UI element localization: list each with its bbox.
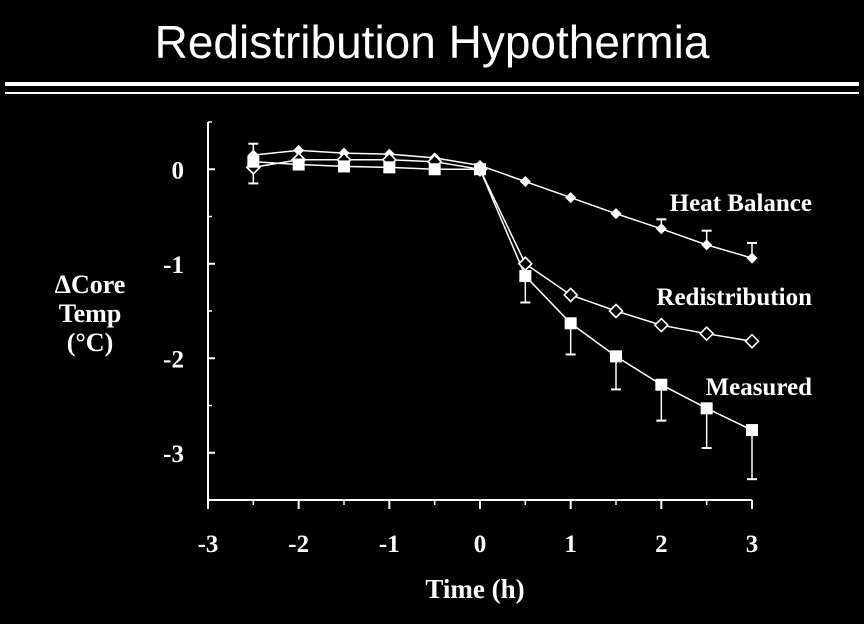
x-tick-label: 1: [564, 531, 577, 558]
heat-balance-point: [519, 176, 531, 188]
x-tick-label: 2: [655, 531, 668, 558]
measured-point: [292, 158, 305, 171]
heat-balance-point: [701, 239, 713, 251]
x-tick-label: -3: [198, 531, 219, 558]
y-axis-label-line: (°C): [67, 328, 114, 357]
heat-balance-point: [610, 208, 622, 220]
redistribution-point: [608, 303, 624, 319]
x-tick-label: 3: [746, 531, 759, 558]
y-axis-label-line: ΔCore: [55, 270, 126, 299]
x-tick-label: -2: [288, 531, 309, 558]
redistribution-line: [253, 159, 753, 342]
title-divider-thin: [5, 92, 859, 94]
heat-balance-line: [253, 149, 753, 259]
measured-point: [338, 160, 350, 173]
y-tick-label: -2: [163, 346, 184, 373]
chart-axes: [207, 121, 753, 509]
y-tick-label: -3: [163, 441, 184, 468]
y-axis-label-line: Temp: [59, 299, 122, 328]
y-tick-label: -1: [163, 252, 184, 279]
heat-balance-point: [746, 252, 758, 264]
measured-point: [655, 378, 668, 391]
measured-point: [383, 161, 396, 174]
x-tick-label: -1: [379, 531, 400, 558]
measured-point: [564, 317, 577, 330]
measured-line: [253, 160, 753, 431]
series-markers: [245, 144, 760, 437]
measured-point: [428, 163, 441, 176]
measured-point: [610, 350, 622, 363]
measured-series-label: Measured: [706, 374, 813, 401]
heat-balance-series-label: Heat Balance: [670, 190, 812, 217]
measured-point: [746, 424, 758, 437]
heat-balance-point: [565, 192, 577, 204]
slide-title: Redistribution Hypothermia: [154, 16, 710, 68]
measured-point: [247, 155, 260, 168]
measured-point: [700, 402, 713, 415]
y-tick-label: 0: [172, 157, 185, 184]
redistribution-point: [744, 333, 760, 349]
redistribution-point: [653, 317, 669, 333]
heat-balance-point: [293, 144, 305, 156]
redistribution-series-label: Redistribution: [656, 284, 812, 311]
title-divider-thick: [5, 82, 859, 86]
measured-point: [474, 163, 486, 176]
redistribution-point: [699, 326, 715, 342]
x-tick-label: 0: [474, 531, 487, 558]
heat-balance-point: [655, 223, 667, 235]
redistribution-point: [517, 256, 533, 272]
measured-point: [519, 270, 532, 283]
x-axis-label: Time (h): [425, 574, 524, 604]
redistribution-point: [563, 287, 579, 303]
